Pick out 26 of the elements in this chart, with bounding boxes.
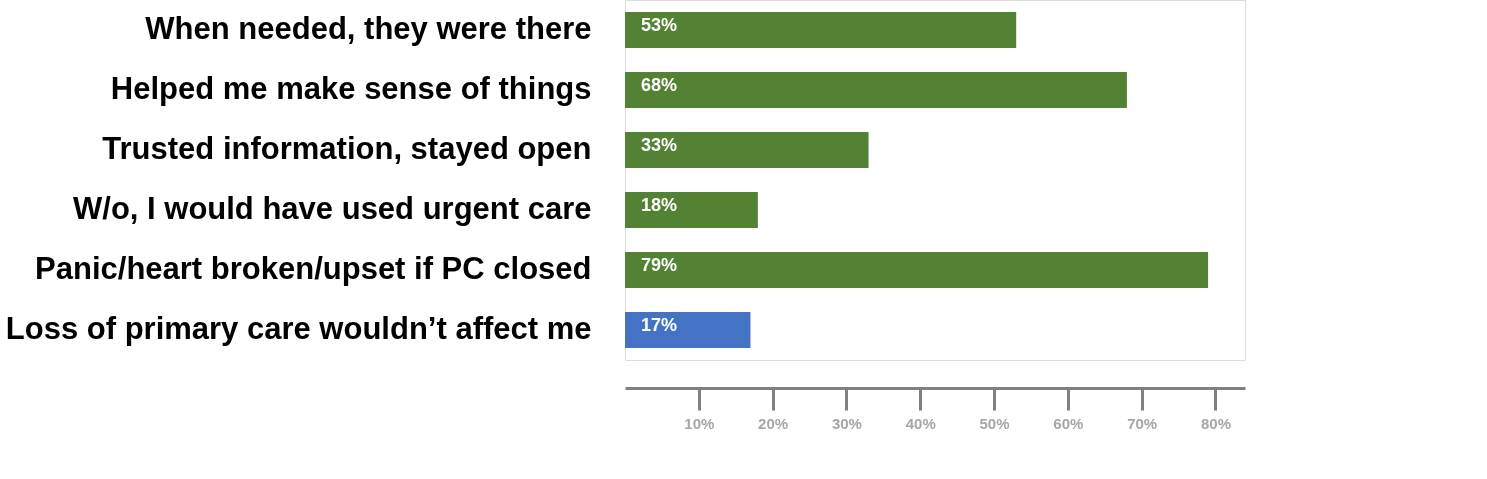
- y-tick-label: Helped me make sense of things: [110, 71, 592, 106]
- x-tick-label: 80%: [1200, 414, 1231, 432]
- x-tick-label: 60%: [1053, 414, 1084, 432]
- y-tick-label: Panic/heart broken/upset if PC closed: [35, 251, 592, 286]
- y-tick-label: Loss of primary care wouldn’t affect me: [5, 311, 592, 346]
- data-label: 33%: [641, 135, 678, 155]
- bar: [625, 132, 869, 168]
- data-label: 53%: [641, 15, 678, 35]
- x-tick-label: 50%: [979, 414, 1010, 432]
- x-tick-label: 30%: [831, 414, 862, 432]
- data-label: 79%: [641, 255, 678, 275]
- data-label: 18%: [641, 195, 678, 215]
- bar: [625, 12, 1017, 48]
- x-tick-label: 20%: [758, 414, 789, 432]
- x-tick-label: 70%: [1127, 414, 1158, 432]
- y-tick-label: Trusted information, stayed open: [102, 131, 592, 166]
- bar: [625, 252, 1209, 288]
- data-label: 17%: [641, 315, 678, 335]
- bar: [625, 312, 751, 348]
- y-tick-label: When needed, they were there: [145, 11, 592, 46]
- x-tick-label: 10%: [684, 414, 715, 432]
- x-tick-label: 40%: [905, 414, 936, 432]
- bar: [625, 192, 758, 228]
- data-label: 68%: [641, 75, 678, 95]
- bar: [625, 72, 1127, 108]
- y-tick-label: W/o, I would have used urgent care: [73, 191, 592, 226]
